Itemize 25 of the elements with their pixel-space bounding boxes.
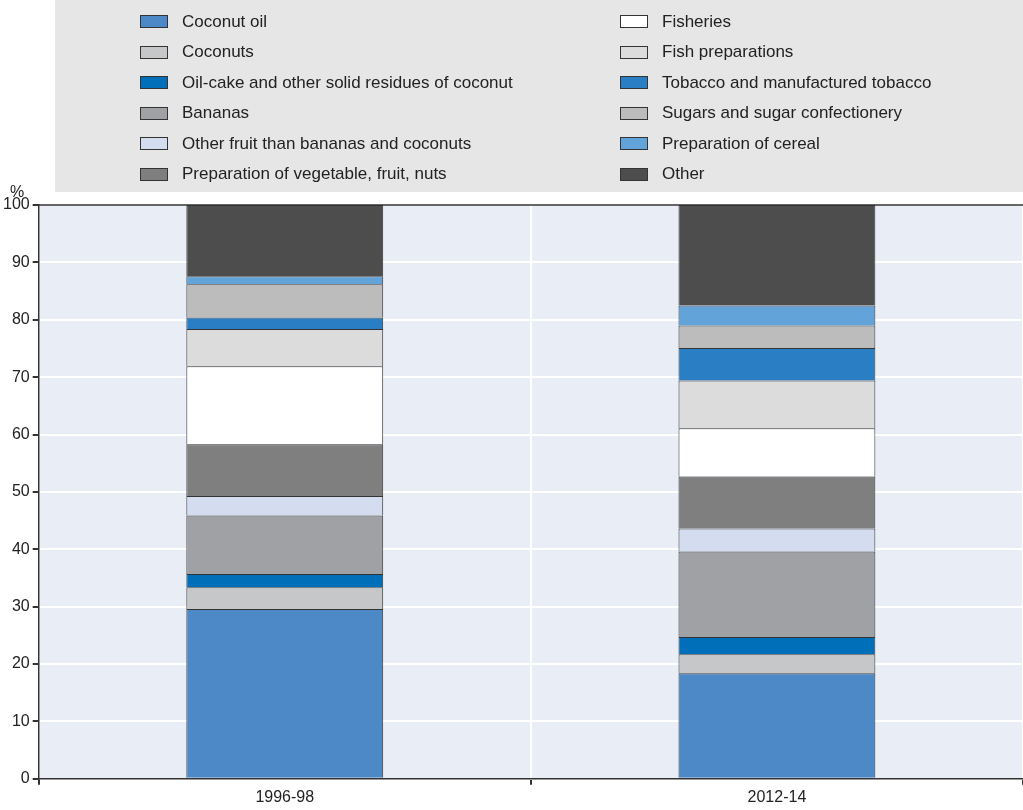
y-tick-label: 30 bbox=[11, 597, 30, 615]
y-tick-label: 70 bbox=[11, 367, 30, 385]
legend-label: Coconut oil bbox=[182, 11, 268, 32]
x-tick-label: 1996-98 bbox=[255, 787, 315, 805]
legend-label: Preparation of cereal bbox=[662, 133, 820, 154]
y-tick-label: 20 bbox=[11, 654, 30, 672]
y-axis-title: % bbox=[9, 183, 25, 200]
y-tick-label: 90 bbox=[11, 252, 30, 270]
legend-label: Fisheries bbox=[662, 11, 731, 32]
legend-label: Coconuts bbox=[182, 42, 254, 63]
x-tick-label: 2012-14 bbox=[747, 787, 807, 805]
legend-label: Bananas bbox=[182, 103, 250, 124]
y-tick-label: 80 bbox=[11, 310, 30, 328]
legend-label: Other fruit than bananas and coconuts bbox=[182, 133, 472, 154]
legend-label: Fish preparations bbox=[662, 42, 794, 63]
legend-label: Tobacco and manufactured tobacco bbox=[662, 72, 932, 93]
legend-label: Sugars and sugar confectionery bbox=[662, 103, 903, 124]
y-tick-label: 10 bbox=[11, 711, 30, 729]
legend-label: Other bbox=[662, 164, 705, 185]
y-tick-label: 60 bbox=[11, 424, 30, 442]
y-tick-label: 0 bbox=[20, 769, 30, 787]
y-tick-label: 50 bbox=[11, 482, 30, 500]
legend-label: Oil-cake and other solid residues of coconut bbox=[182, 72, 513, 93]
legend-label: Preparation of vegetable, fruit, nuts bbox=[182, 164, 447, 185]
y-tick-label: 40 bbox=[11, 539, 30, 557]
